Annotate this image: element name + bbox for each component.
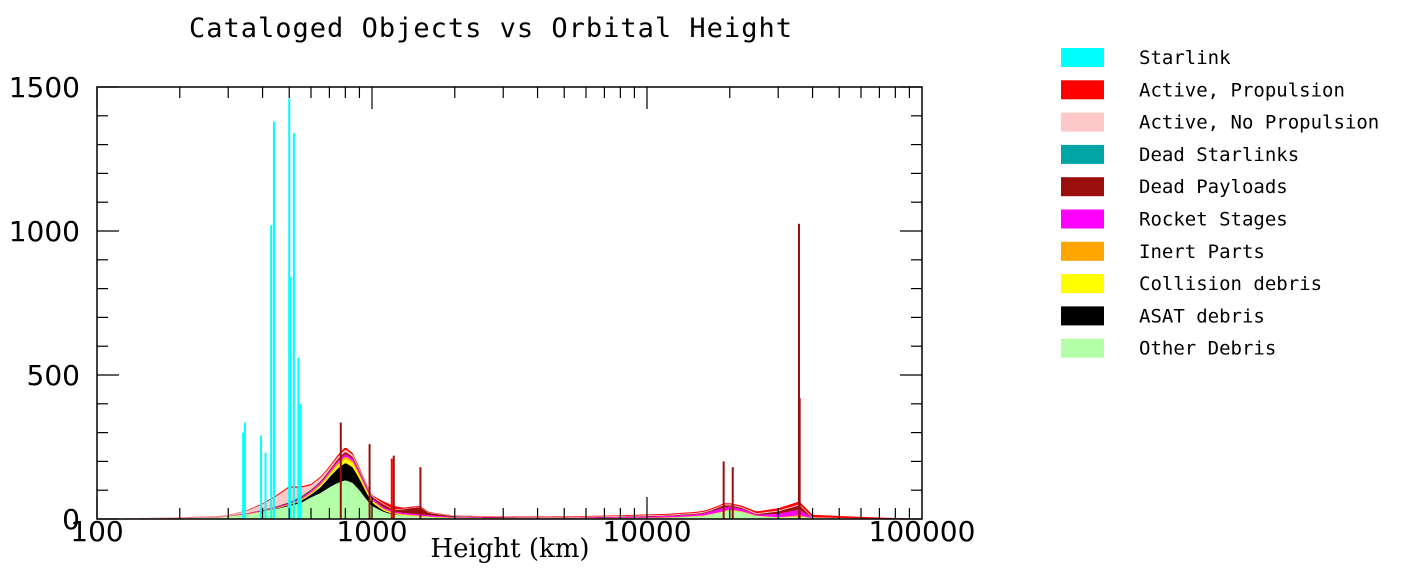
spike-dead-payloads [419,467,422,519]
y-tick-label: 500 [27,359,80,392]
legend-label: Active, No Propulsion [1139,112,1379,134]
spike-starlink [260,435,263,519]
spike-dead-payloads [392,455,395,519]
legend-swatch [1061,80,1104,100]
plot-frame [96,86,923,520]
legend-label: Rocket Stages [1139,209,1288,231]
legend-label: Collision debris [1139,273,1322,295]
spike-dead-payloads [797,223,800,520]
spike-dead-payloads [722,461,725,519]
legend-item-other-debris: Other Debris [1061,338,1276,360]
legend-swatch [1061,144,1104,164]
legend-label: Inert Parts [1139,241,1265,263]
spike-starlink [242,432,245,519]
x-tick-label: 100000 [869,515,976,548]
legend-item-starlink: Starlink [1061,47,1231,69]
spike-starlink [297,357,300,519]
x-tick-label: 10000 [602,515,691,548]
spike-starlink [299,403,302,519]
chart-title: Cataloged Objects vs Orbital Height [189,13,793,44]
spike-starlink [288,98,291,520]
spike-starlink [264,452,267,519]
y-tick-label: 0 [62,503,80,536]
x-tick-label: 100 [70,515,123,548]
legend-label: Active, Propulsion [1139,79,1345,101]
spike-active-propulsion [390,458,393,519]
legend-swatch [1061,177,1104,197]
spike-starlink [289,277,292,519]
legend-item-dead-starlinks: Dead Starlinks [1061,144,1299,166]
y-tick-label: 1500 [9,71,80,104]
axes: 0 500 1000 1500 100 1000 10000 100000 [9,71,976,548]
legend-swatch [1061,306,1104,326]
plot-area [97,98,922,520]
legend-label: ASAT debris [1139,305,1265,327]
legend-swatch [1061,48,1104,67]
legend-item-active-no-propulsion: Active, No Propulsion [1061,112,1379,134]
x-axis-label: Height (km) [430,534,589,564]
spike-starlink [292,133,295,519]
legend-item-asat-debris: ASAT debris [1061,305,1265,327]
legend-swatch [1061,209,1104,229]
legend-swatch [1061,112,1104,132]
legend-label: Starlink [1139,47,1231,69]
legend-swatch [1061,338,1104,358]
spike-starlink [272,121,275,519]
spike-starlink [243,422,246,519]
spike-dead-payloads [368,444,371,519]
legend-label: Other Debris [1139,338,1276,360]
legend-item-rocket-stages: Rocket Stages [1061,209,1288,231]
legend-swatch [1061,241,1104,261]
legend-item-collision-debris: Collision debris [1061,273,1322,295]
legend-swatch [1061,274,1104,294]
legend: Starlink Active, Propulsion Active, No Pro… [1061,47,1379,360]
spike-dead-payloads [339,422,342,519]
legend-item-active-propulsion: Active, Propulsion [1061,79,1345,101]
spike-dead-payloads [731,467,734,519]
spike-starlink [270,225,273,520]
spike-dead-payloads [798,398,801,519]
legend-item-inert-parts: Inert Parts [1061,241,1265,263]
x-tick-label: 1000 [336,515,407,548]
legend-label: Dead Starlinks [1139,144,1299,166]
legend-item-dead-payloads: Dead Payloads [1061,176,1288,198]
y-tick-label: 1000 [9,215,80,248]
legend-label: Dead Payloads [1139,176,1288,198]
series-area-other-debris [97,480,922,519]
